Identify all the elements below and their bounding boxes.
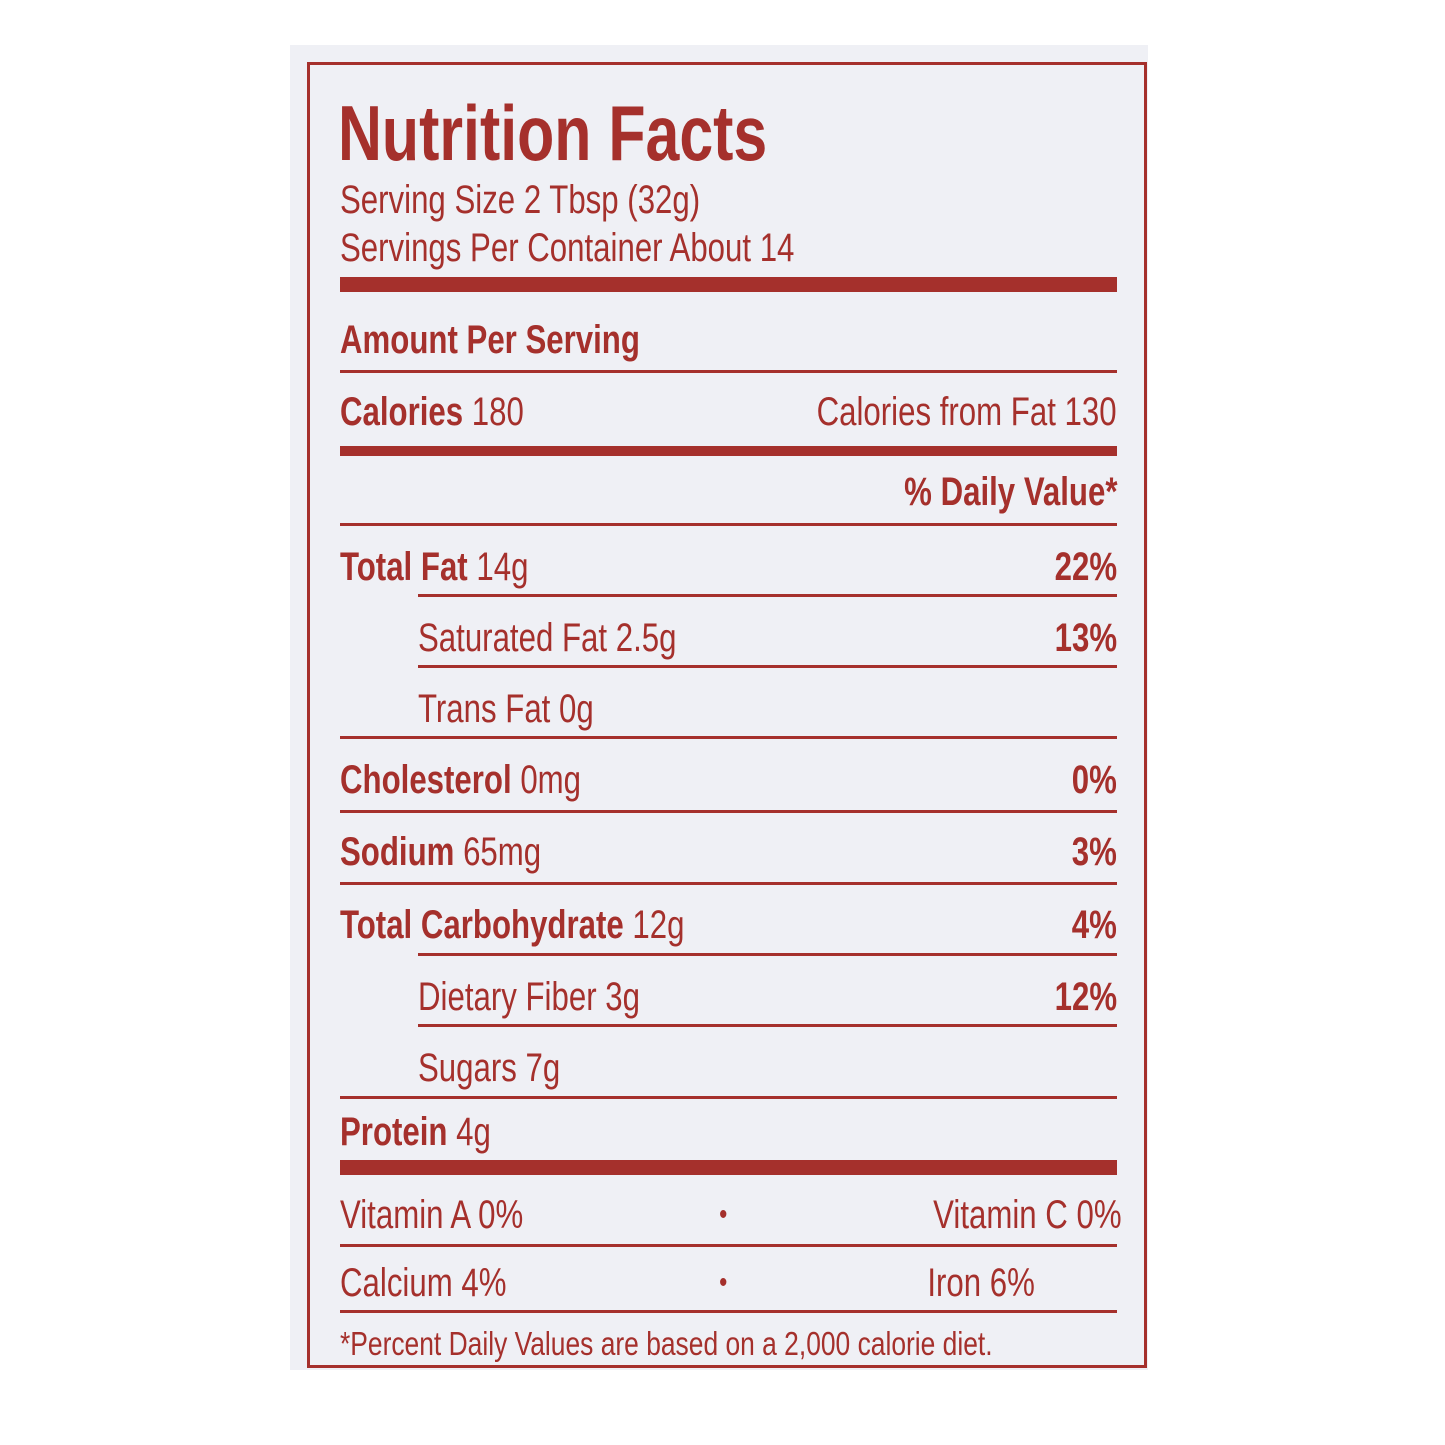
servings-per-container: Servings Per Container About 14 — [340, 226, 795, 270]
nutrient-row-dietary-fiber: Dietary Fiber 3g 12% — [418, 974, 1117, 1019]
nutrient-row-saturated-fat: Saturated Fat 2.5g 13% — [418, 615, 1117, 660]
divider — [340, 882, 1117, 885]
nutrition-facts-border — [307, 62, 1147, 1368]
nutrient-row-cholesterol: Cholesterol 0mg 0% — [340, 757, 1117, 802]
divider-thick — [340, 277, 1117, 292]
divider — [340, 736, 1117, 739]
nutrient-row-sodium: Sodium 65mg 3% — [340, 829, 1117, 874]
divider — [340, 523, 1117, 526]
divider — [418, 953, 1117, 956]
nutrient-row-sugars: Sugars 7g — [418, 1045, 561, 1090]
divider — [418, 594, 1117, 597]
vitamin-row: Vitamin A 0% • Vitamin C 0% — [340, 1192, 1122, 1237]
nutrient-row-total-fat: Total Fat 14g 22% — [340, 544, 1117, 589]
divider — [340, 1244, 1117, 1247]
nutrient-row-trans-fat: Trans Fat 0g — [418, 686, 594, 731]
divider — [418, 665, 1117, 668]
nutrition-facts-title: Nutrition Facts — [338, 89, 768, 177]
footnote: *Percent Daily Values are based on a 2,0… — [340, 1325, 993, 1362]
label-background — [290, 45, 1148, 1370]
daily-value-header: % Daily Value* — [903, 469, 1117, 514]
divider-thick — [340, 1160, 1117, 1175]
divider — [340, 370, 1117, 373]
divider — [418, 1024, 1117, 1027]
divider — [340, 1310, 1117, 1313]
mineral-row: Calcium 4% • Iron 6% — [340, 1260, 1035, 1305]
nutrient-row-protein: Protein 4g — [340, 1109, 491, 1154]
calories-row: Calories 180 Calories from Fat 130 — [340, 389, 1117, 434]
nutrient-row-total-carbohydrate: Total Carbohydrate 12g 4% — [340, 902, 1117, 947]
amount-per-serving: Amount Per Serving — [340, 317, 640, 362]
divider-medium — [340, 446, 1117, 456]
divider — [340, 1096, 1117, 1099]
divider — [340, 810, 1117, 813]
serving-size: Serving Size 2 Tbsp (32g) — [340, 178, 701, 222]
